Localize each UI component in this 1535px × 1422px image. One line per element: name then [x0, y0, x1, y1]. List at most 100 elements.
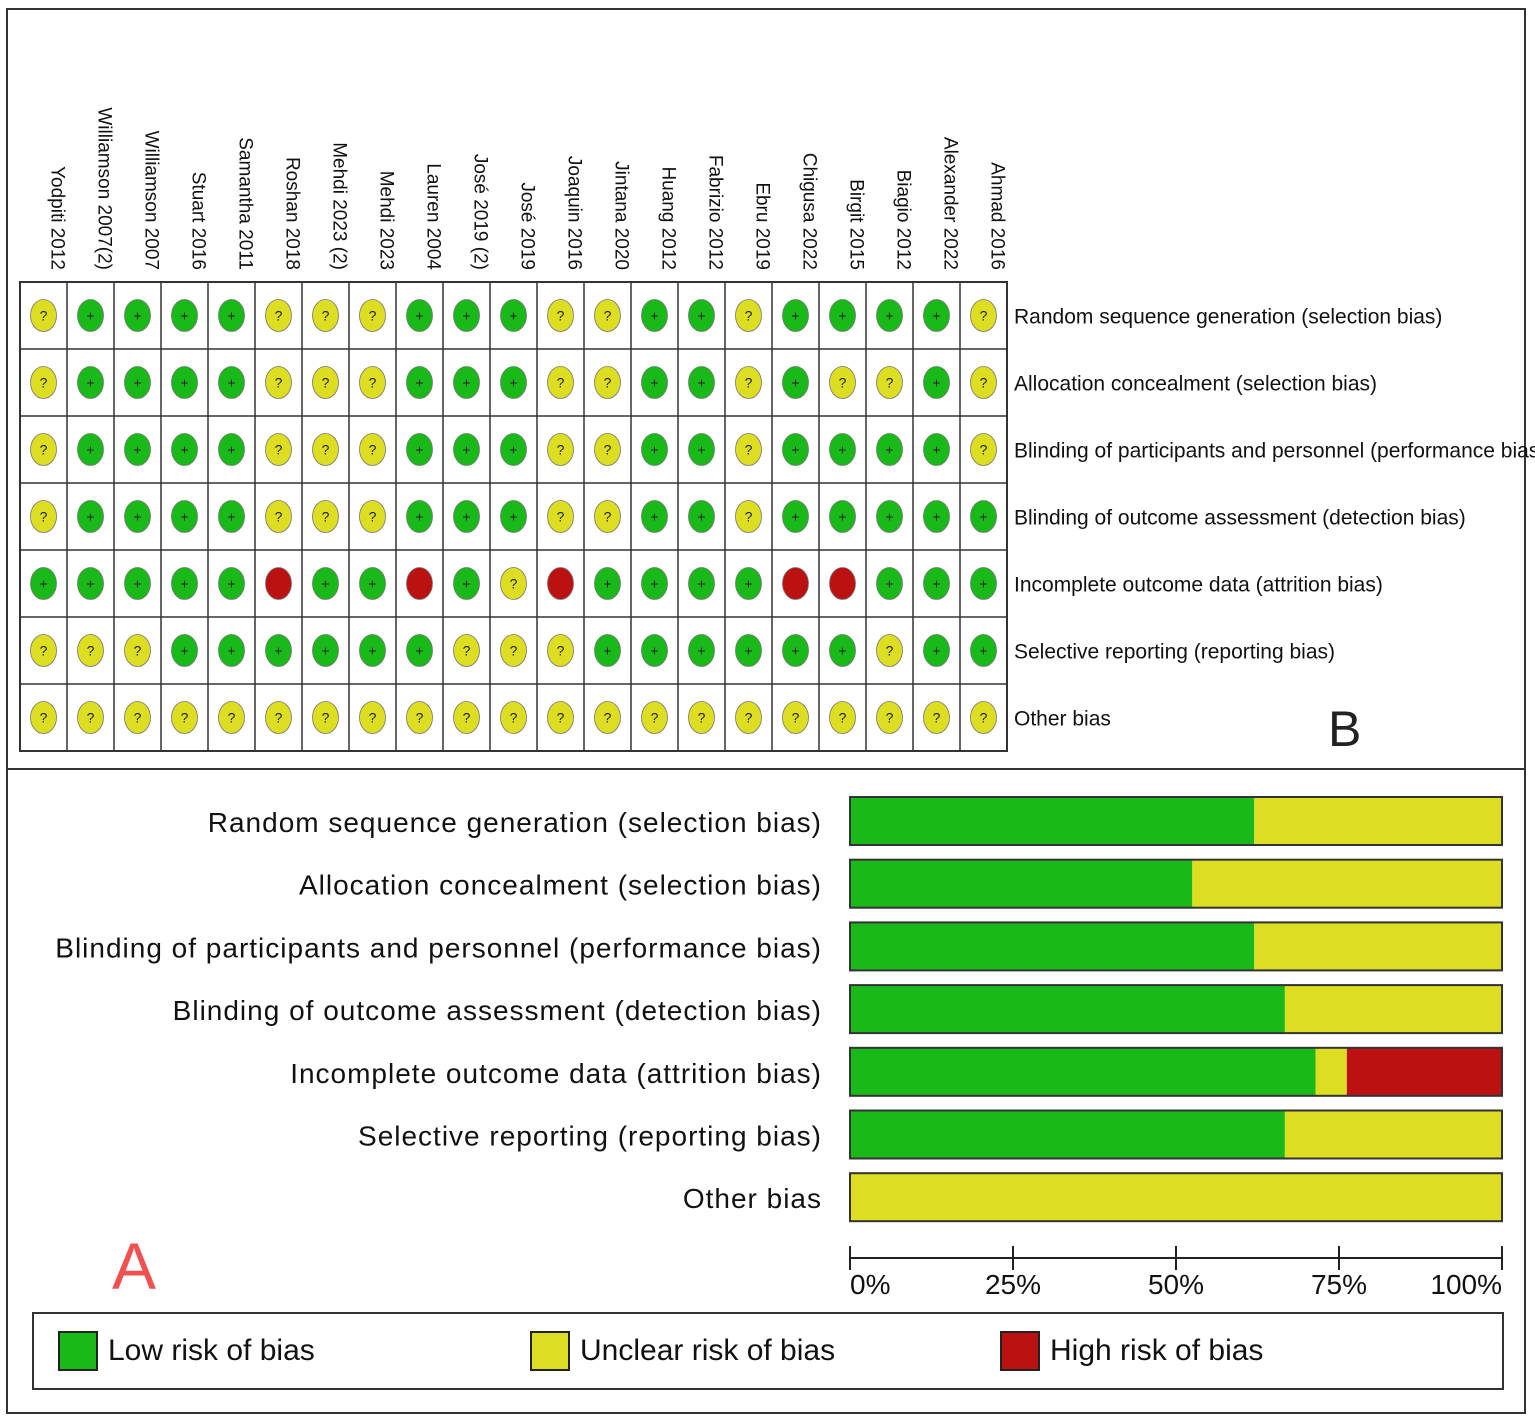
- x-tick-label: 25%: [985, 1269, 1041, 1300]
- judgement-dot-low: [77, 500, 104, 533]
- judgement-symbol: ?: [980, 710, 988, 726]
- bar-outline: [849, 1109, 1503, 1160]
- judgement-symbol: ?: [40, 442, 48, 458]
- judgement-dot-unclear: [359, 500, 386, 533]
- study-label: Birgit 2015: [846, 179, 867, 270]
- judgement-symbol: ?: [886, 710, 894, 726]
- judgement-dot-unclear: [312, 366, 339, 399]
- judgement-symbol: ?: [40, 643, 48, 659]
- judgement-symbol: ?: [40, 710, 48, 726]
- judgement-dot-unclear: [124, 701, 151, 734]
- judgement-symbol: +: [39, 576, 47, 592]
- judgement-dot-low: [218, 433, 245, 466]
- judgement-symbol: +: [86, 576, 94, 592]
- judgement-dot-low: [171, 634, 198, 667]
- study-label: Yodpiti 2012: [47, 166, 68, 270]
- judgement-dot-low: [171, 500, 198, 533]
- judgement-dot-low: [77, 299, 104, 332]
- judgement-symbol: +: [791, 643, 799, 659]
- bar-segment: [1284, 1110, 1502, 1159]
- judgement-symbol: ?: [87, 710, 95, 726]
- judgement-symbol: +: [227, 576, 235, 592]
- bar-segment: [850, 1173, 1502, 1222]
- judgement-dot-unclear: [688, 701, 715, 734]
- judgement-symbol: +: [86, 442, 94, 458]
- judgement-symbol: +: [133, 576, 141, 592]
- judgement-symbol: +: [227, 442, 235, 458]
- legend-label-low: Low risk of bias: [108, 1334, 315, 1367]
- judgement-dot-high: [547, 567, 574, 600]
- judgement-dot-unclear: [923, 701, 950, 734]
- judgement-dot-unclear: [735, 701, 762, 734]
- judgement-symbol: +: [274, 643, 282, 659]
- judgement-dot-low: [171, 433, 198, 466]
- judgement-symbol: ?: [980, 308, 988, 324]
- domain-label: Blinding of outcome assessment (detectio…: [1014, 507, 1466, 530]
- judgement-symbol: ?: [651, 710, 659, 726]
- judgement-dot-low: [829, 500, 856, 533]
- judgement-dot-low: [171, 366, 198, 399]
- study-label: Stuart 2016: [188, 172, 209, 270]
- judgement-dot-low: [641, 634, 668, 667]
- judgement-symbol: +: [838, 442, 846, 458]
- judgement-symbol: +: [650, 308, 658, 324]
- judgement-dot-low: [453, 567, 480, 600]
- judgement-symbol: ?: [745, 375, 753, 391]
- judgement-symbol: ?: [322, 308, 330, 324]
- bar-segment: [850, 797, 1255, 845]
- judgement-symbol: ?: [745, 308, 753, 324]
- judgement-dot-unclear: [876, 634, 903, 667]
- judgement-symbol: +: [603, 643, 611, 659]
- judgement-dot-low: [876, 299, 903, 332]
- judgement-dot-unclear: [829, 701, 856, 734]
- judgement-symbol: ?: [322, 710, 330, 726]
- judgement-symbol: ?: [698, 710, 706, 726]
- judgement-dot-low: [453, 366, 480, 399]
- judgement-symbol: ?: [275, 710, 283, 726]
- domain-label: Blinding of participants and personnel (…: [1014, 440, 1535, 463]
- judgement-symbol: +: [697, 308, 705, 324]
- bar-segment: [850, 985, 1285, 1034]
- judgement-symbol: +: [979, 509, 987, 525]
- grid-border: [19, 281, 1008, 752]
- judgement-dot-low: [406, 634, 433, 667]
- judgement-symbol: +: [415, 375, 423, 391]
- judgement-dot-unclear: [30, 299, 57, 332]
- judgement-symbol: ?: [557, 442, 565, 458]
- study-label: José 2019: [517, 182, 538, 270]
- bar-outline: [849, 796, 1503, 846]
- judgement-symbol: ?: [745, 442, 753, 458]
- bar-category-label: Allocation concealment (selection bias): [299, 870, 822, 901]
- judgement-dot-low: [359, 567, 386, 600]
- bar-segment: [1346, 1047, 1502, 1096]
- judgement-symbol: ?: [557, 509, 565, 525]
- judgement-symbol: +: [133, 375, 141, 391]
- judgement-symbol: ?: [557, 710, 565, 726]
- judgement-dot-unclear: [265, 433, 292, 466]
- judgement-symbol: +: [979, 643, 987, 659]
- judgement-dot-low: [124, 500, 151, 533]
- bar-outline: [849, 1046, 1503, 1097]
- judgement-dot-unclear: [970, 299, 997, 332]
- legend-swatch-unclear: [530, 1331, 570, 1371]
- judgement-symbol: +: [86, 308, 94, 324]
- judgement-dot-unclear: [359, 433, 386, 466]
- domain-label: Other bias: [1014, 708, 1111, 731]
- judgement-symbol: ?: [322, 442, 330, 458]
- judgement-symbol: +: [415, 308, 423, 324]
- judgement-symbol: +: [697, 442, 705, 458]
- judgement-dot-unclear: [735, 500, 762, 533]
- judgement-dot-low: [688, 299, 715, 332]
- judgement-symbol: +: [462, 442, 470, 458]
- judgement-symbol: +: [368, 576, 376, 592]
- judgement-dot-low: [923, 366, 950, 399]
- judgement-dot-low: [876, 500, 903, 533]
- judgement-dot-unclear: [594, 299, 621, 332]
- judgement-symbol: +: [86, 509, 94, 525]
- judgement-dot-low: [970, 634, 997, 667]
- judgement-dot-low: [923, 567, 950, 600]
- judgement-symbol: ?: [604, 710, 612, 726]
- judgement-dot-unclear: [265, 299, 292, 332]
- judgement-dot-unclear: [359, 701, 386, 734]
